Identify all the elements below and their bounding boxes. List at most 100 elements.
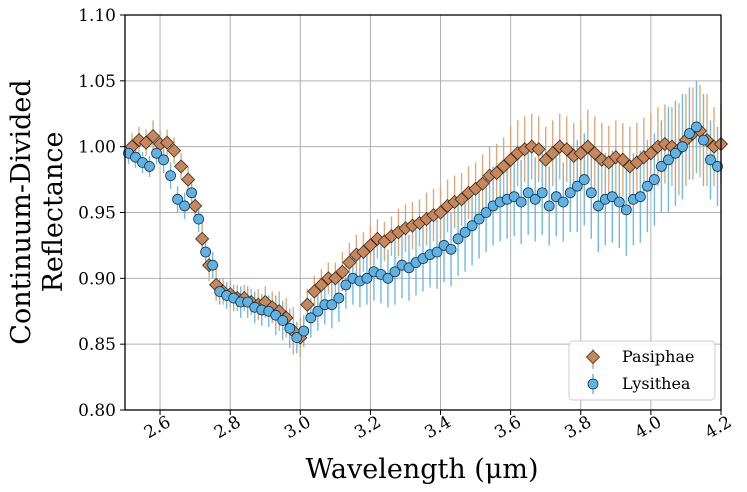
legend-label-pasiphae: Pasiphae (622, 347, 694, 366)
point-pasiphae (489, 165, 504, 181)
point-pasiphae (335, 264, 350, 279)
point-lysithea (656, 161, 667, 172)
point-pasiphae (615, 152, 630, 167)
legend-point-pasiphae (585, 349, 601, 365)
y-tick-label: 0.85 (78, 335, 116, 355)
point-lysithea (277, 315, 289, 326)
point-lysithea (459, 226, 471, 238)
point-lysithea (361, 272, 373, 284)
point-pasiphae (573, 146, 588, 161)
point-lysithea (712, 161, 723, 172)
point-lysithea (648, 174, 660, 185)
point-lysithea (382, 272, 394, 284)
point-pasiphae (608, 150, 623, 165)
point-lysithea (186, 187, 198, 199)
point-lysithea (536, 187, 548, 199)
point-lysithea (571, 180, 583, 192)
point-lysithea (515, 196, 527, 208)
legend-label-lysithea: Lysithea (622, 374, 691, 393)
y-axis-label-line1: Continuum-Divided (6, 79, 37, 344)
point-lysithea (312, 305, 324, 317)
point-pasiphae (496, 159, 511, 174)
point-pasiphae (131, 133, 147, 148)
x-tick-label: 3.4 (421, 412, 454, 443)
point-pasiphae (370, 231, 385, 246)
point-lysithea (578, 174, 590, 185)
point-pasiphae (145, 129, 161, 144)
x-axis-ticks: 2.6 2.8 3.0 3.2 3.4 3.6 3.8 4.0 4.2 (141, 410, 735, 443)
point-pasiphae (138, 135, 154, 150)
legend-marker-lysithea (587, 374, 599, 394)
point-lysithea (165, 170, 176, 182)
point-lysithea (684, 128, 695, 139)
point-lysithea (172, 193, 183, 205)
x-tick-label: 3.0 (281, 412, 314, 443)
point-pasiphae (160, 135, 175, 150)
point-pasiphae (580, 139, 595, 154)
point-lysithea (592, 200, 604, 212)
y-tick-label: 0.90 (78, 269, 116, 289)
x-tick-label: 3.6 (491, 412, 524, 443)
legend-marker-pasiphae (585, 349, 601, 369)
y-tick-label: 0.80 (78, 401, 116, 421)
point-lysithea (543, 200, 555, 212)
y-tick-label: 0.95 (78, 204, 116, 224)
point-lysithea (305, 312, 317, 324)
point-pasiphae (342, 255, 357, 270)
point-lysithea (613, 196, 625, 208)
point-pasiphae (475, 176, 490, 191)
point-lysithea (670, 147, 681, 159)
point-lysithea (691, 121, 702, 133)
point-pasiphae (643, 146, 658, 161)
point-lysithea (557, 196, 569, 208)
point-lysithea (389, 266, 401, 278)
point-lysithea (620, 204, 632, 216)
point-lysithea (585, 187, 597, 199)
point-pasiphae (314, 277, 329, 292)
point-pasiphae (328, 271, 343, 286)
point-lysithea (200, 246, 212, 258)
point-pasiphae (188, 198, 203, 213)
point-lysithea (705, 154, 716, 166)
legend: Pasiphae Lysithea (568, 340, 716, 401)
point-lysithea (291, 332, 303, 343)
point-lysithea (445, 243, 457, 255)
point-lysithea (529, 193, 541, 205)
point-lysithea (452, 233, 464, 245)
x-tick-label: 4.2 (702, 412, 735, 443)
x-tick-label: 4.0 (632, 412, 665, 443)
point-pasiphae (433, 205, 448, 220)
point-pasiphae (195, 231, 210, 246)
point-lysithea (431, 246, 443, 258)
point-lysithea (522, 187, 534, 199)
point-pasiphae (181, 172, 196, 187)
point-pasiphae (454, 192, 469, 207)
point-pasiphae (300, 297, 315, 312)
x-axis-label: Wavelength (μm) (305, 454, 538, 485)
point-lysithea (466, 220, 478, 232)
point-pasiphae (356, 244, 371, 260)
point-lysithea (641, 180, 653, 192)
y-tick-label: 1.05 (78, 72, 116, 92)
y-tick-label: 1.10 (78, 6, 116, 26)
point-lysithea (179, 200, 191, 212)
point-lysithea (333, 292, 345, 304)
legend-frame (568, 340, 716, 401)
point-lysithea (480, 207, 492, 218)
x-tick-label: 2.6 (141, 412, 174, 443)
point-pasiphae (503, 152, 518, 167)
point-lysithea (158, 154, 169, 166)
point-lysithea (193, 213, 205, 225)
point-lysithea (698, 134, 709, 146)
point-pasiphae (545, 146, 560, 161)
point-lysithea (677, 141, 688, 153)
y-axis-label-line2: Reflectance (38, 132, 69, 293)
point-lysithea (564, 187, 576, 199)
point-pasiphae (167, 143, 182, 158)
point-lysithea (340, 279, 352, 291)
point-lysithea (663, 154, 674, 166)
y-tick-label: 1.00 (78, 138, 116, 158)
point-lysithea (151, 147, 162, 159)
x-tick-label: 3.8 (562, 412, 595, 443)
